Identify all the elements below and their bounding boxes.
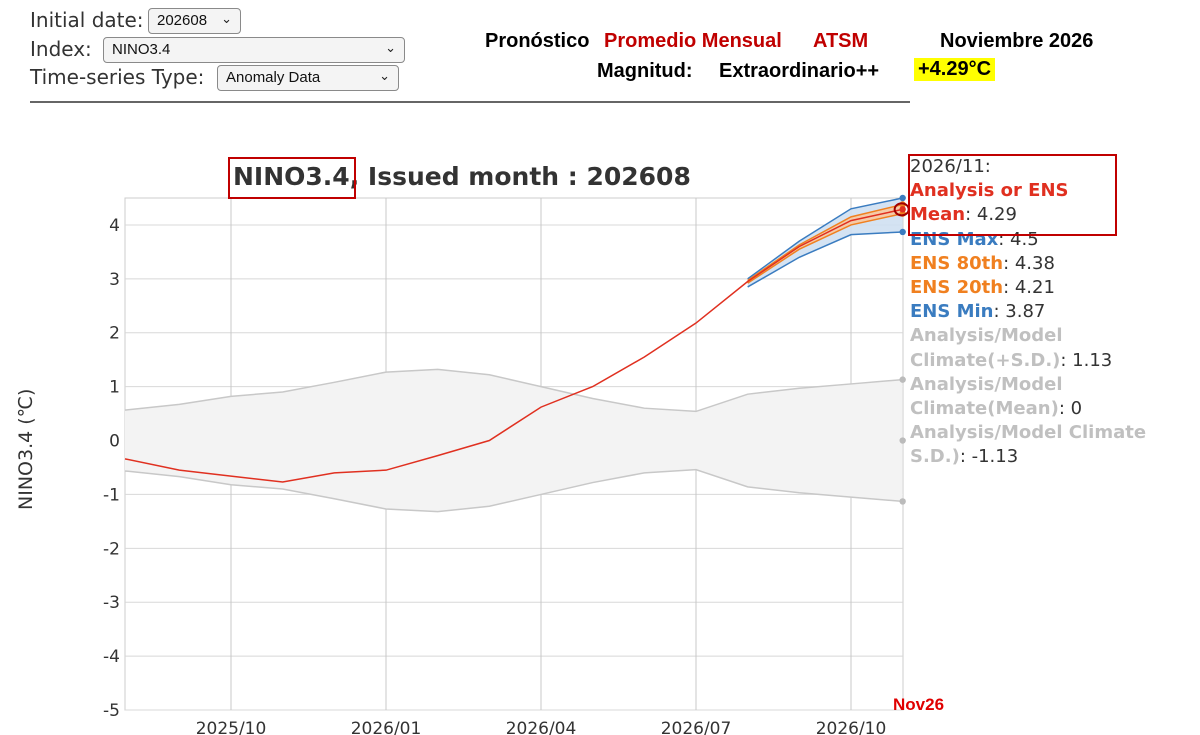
tooltip-item-key: Analysis/Model <box>910 373 1063 395</box>
tooltip-item-key: Analysis/Model <box>910 325 1063 347</box>
tooltip-item-key: S.D.) <box>910 446 960 468</box>
tooltip-item: Climate(Mean): 0 <box>910 397 1195 421</box>
y-tick-label: -4 <box>103 647 120 667</box>
index-label: Index: <box>30 37 92 61</box>
initial-date-select[interactable]: 202608 ⌄ <box>148 8 241 34</box>
chart-title: NINO3.4, Issued month : 202608 <box>233 162 691 191</box>
ens-max-line <box>747 197 903 280</box>
tooltip-highlight-box <box>908 154 1117 236</box>
tooltip-item-value: : 4.21 <box>1003 277 1055 299</box>
tooltip-items: Analysis or ENS Mean: 4.29 ENS Max: 4.5 ENS… <box>910 179 1195 469</box>
forecast-promedio: Promedio Mensual <box>604 30 782 52</box>
tooltip-item-key: Climate(Mean) <box>910 398 1059 420</box>
ens-20th-line <box>747 212 903 284</box>
initial-date-label: Initial date: <box>30 8 144 32</box>
tooltip-item-key: ENS Min <box>910 301 994 323</box>
index-value: NINO3.4 <box>112 41 171 58</box>
tooltip-item-value: : 4.29 <box>965 204 1017 226</box>
tooltip-item: Analysis or ENS <box>910 179 1195 203</box>
tooltip-item-value: : 0 <box>1058 398 1083 420</box>
y-tick-label: 4 <box>109 216 120 236</box>
tooltip-item: ENS Min: 3.87 <box>910 300 1195 324</box>
chart-tooltip: 2026/11: Analysis or ENS Mean: 4.29 ENS Ma… <box>910 155 1195 470</box>
point-marker <box>899 376 906 383</box>
y-tick-label: -3 <box>103 593 120 613</box>
x-tick-label: 2026/01 <box>351 719 422 735</box>
tooltip-item: Mean: 4.29 <box>910 203 1195 227</box>
tooltip-item: Analysis/Model Climate <box>910 421 1195 445</box>
x-tick-label: 2026/07 <box>661 719 732 735</box>
mean-line <box>124 208 903 483</box>
tooltip-item: Climate(+S.D.): 1.13 <box>910 349 1195 373</box>
tooltip-item: Analysis/Model <box>910 324 1195 348</box>
tooltip-item-key: ENS 20th <box>910 277 1004 299</box>
tooltip-item: Analysis/Model <box>910 373 1195 397</box>
forecast-magnitud-value: Extraordinario++ <box>719 60 880 82</box>
tooltip-item-key: ENS Max <box>910 228 999 250</box>
tooltip-item: ENS 20th: 4.21 <box>910 276 1195 300</box>
chevron-down-icon: ⌄ <box>379 68 390 83</box>
tooltip-item-key: Climate(+S.D.) <box>910 349 1061 371</box>
tooltip-item-key: Analysis or ENS <box>910 180 1069 202</box>
x-tick-label: 2026/04 <box>506 719 577 735</box>
tooltip-item-value: : 4.5 <box>998 228 1039 250</box>
title-highlight-box <box>228 157 356 199</box>
climate-plus-sd-line <box>124 368 903 413</box>
point-marker <box>899 194 906 202</box>
y-tick-label: 0 <box>109 432 120 452</box>
nov26-annotation: Nov26 <box>893 695 945 714</box>
ens-80th-line <box>747 203 903 282</box>
y-tick-label: -2 <box>103 539 120 559</box>
index-select[interactable]: NINO3.4 ⌄ <box>103 37 405 63</box>
tooltip-item-key: Mean <box>910 204 966 226</box>
tooltip-item: ENS 80th: 4.38 <box>910 252 1195 276</box>
forecast-value: +4.29°C <box>914 58 996 81</box>
forecast-magnitud-label: Magnitud: <box>597 60 693 82</box>
tooltip-item-value: : 1.13 <box>1060 349 1113 371</box>
ens-min-line <box>747 231 903 288</box>
climate-band <box>125 369 903 512</box>
chart-title-index: NINO3.4 <box>233 162 350 191</box>
tooltip-item-value: : 3.87 <box>993 301 1046 323</box>
tooltip-item: S.D.): -1.13 <box>910 445 1195 469</box>
tooltip-item-key: ENS 80th <box>910 252 1004 274</box>
y-tick-label: 2 <box>109 324 120 344</box>
climate-minus-sd-line <box>124 468 903 513</box>
tooltip-date: 2026/11: <box>910 156 991 177</box>
series-type-label: Time-series Type: <box>30 65 205 89</box>
forecast-month: Noviembre 2026 <box>940 30 1094 52</box>
point-marker <box>899 228 906 236</box>
x-tick-label: 2026/10 <box>816 719 887 735</box>
initial-date-value: 202608 <box>157 12 208 29</box>
point-marker <box>899 498 906 505</box>
chevron-down-icon: ⌄ <box>385 40 396 55</box>
x-tick-label: 2025/10 <box>196 719 267 735</box>
forecast-pronostico: Pronóstico <box>485 30 590 52</box>
point-marker <box>899 437 906 444</box>
series-type-value: Anomaly Data <box>226 69 321 86</box>
tooltip-item-key: Analysis/Model Climate <box>910 422 1147 444</box>
tooltip-item: ENS Max: 4.5 <box>910 228 1195 252</box>
y-tick-label: -5 <box>103 701 120 721</box>
y-tick-label: 1 <box>109 378 120 398</box>
mean-point-marker <box>899 206 906 213</box>
forecast-atsm: ATSM <box>813 30 869 52</box>
divider <box>30 101 910 103</box>
y-tick-label: -1 <box>103 485 120 505</box>
chevron-down-icon: ⌄ <box>221 11 232 26</box>
series-type-select[interactable]: Anomaly Data ⌄ <box>217 65 399 91</box>
y-tick-label: 3 <box>109 270 120 290</box>
chart-title-rest: , Issued month : 202608 <box>349 162 691 191</box>
tooltip-item-value: : 4.38 <box>1003 252 1055 274</box>
y-axis-label: NINO3.4 (℃) <box>15 388 37 510</box>
tooltip-item-value: : -1.13 <box>959 446 1019 468</box>
